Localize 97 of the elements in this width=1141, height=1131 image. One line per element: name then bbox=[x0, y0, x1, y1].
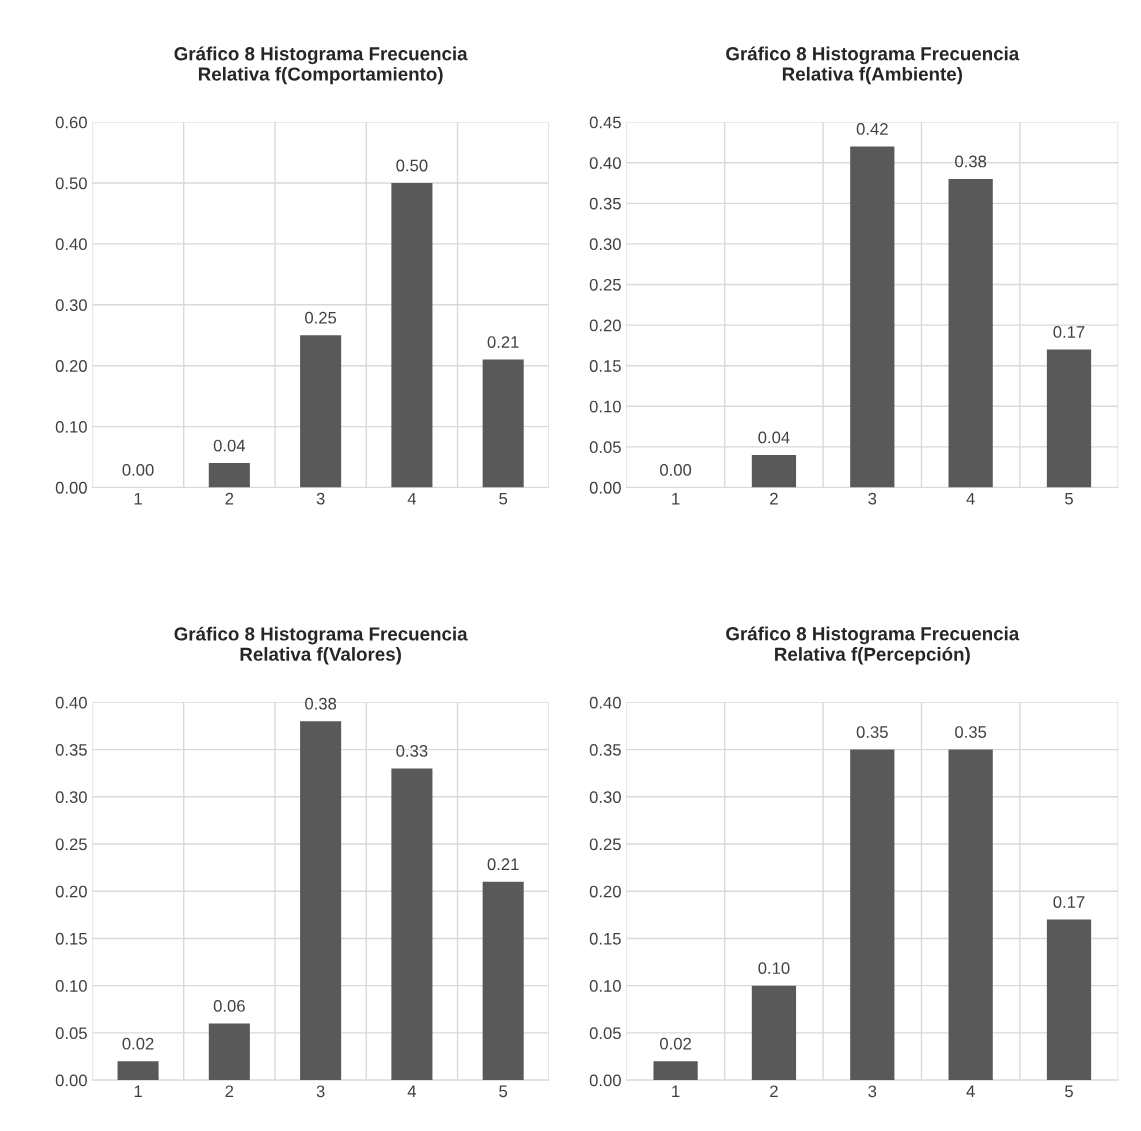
data-label: 0.35 bbox=[856, 726, 888, 738]
bar bbox=[850, 146, 895, 488]
x-tick-label: 4 bbox=[407, 1085, 417, 1098]
x-tick-label: 2 bbox=[225, 1085, 234, 1098]
x-tick-label: 3 bbox=[316, 492, 325, 505]
data-label: 0.00 bbox=[660, 464, 692, 476]
x-tick-label: 1 bbox=[134, 1085, 142, 1098]
x-tick-label: 2 bbox=[770, 1085, 778, 1098]
y-tick-label: 0.15 bbox=[55, 932, 87, 945]
data-label: 0.17 bbox=[1053, 896, 1085, 908]
data-label: 0.00 bbox=[122, 464, 154, 476]
y-tick-label: 0.00 bbox=[589, 1074, 621, 1087]
y-tick-label: 0.15 bbox=[589, 360, 621, 372]
y-tick-label: 0.50 bbox=[55, 177, 87, 190]
bar bbox=[850, 749, 895, 1081]
bar bbox=[751, 454, 797, 488]
data-label: 0.21 bbox=[487, 858, 519, 871]
y-tick-label: 0.30 bbox=[55, 299, 87, 312]
y-tick-label: 0.25 bbox=[55, 838, 87, 851]
data-label: 0.25 bbox=[305, 311, 337, 324]
bar bbox=[1046, 919, 1092, 1081]
bar bbox=[1046, 349, 1092, 488]
y-tick-label: 0.45 bbox=[589, 116, 621, 129]
bar bbox=[300, 335, 342, 488]
y-tick-label: 0.20 bbox=[589, 319, 621, 332]
data-label: 0.42 bbox=[856, 123, 888, 135]
y-tick-label: 0.30 bbox=[589, 238, 621, 251]
x-tick-label: 1 bbox=[672, 1085, 680, 1098]
x-tick-label: 3 bbox=[316, 1085, 325, 1098]
data-label: 0.17 bbox=[1053, 326, 1085, 338]
y-tick-label: 0.30 bbox=[589, 791, 621, 803]
y-tick-label: 0.15 bbox=[589, 932, 621, 945]
bar bbox=[948, 749, 993, 1081]
data-label: 0.02 bbox=[122, 1037, 154, 1050]
data-label: 0.50 bbox=[396, 159, 428, 172]
y-tick-label: 0.40 bbox=[55, 238, 87, 251]
data-label: 0.06 bbox=[213, 1000, 245, 1012]
y-tick-label: 0.35 bbox=[589, 197, 621, 210]
data-label: 0.04 bbox=[758, 431, 790, 444]
x-tick-label: 5 bbox=[1065, 1085, 1073, 1098]
y-tick-label: 0.30 bbox=[55, 791, 87, 803]
x-tick-label: 5 bbox=[499, 492, 508, 505]
bar bbox=[391, 768, 433, 1081]
y-tick-label: 0.00 bbox=[589, 481, 621, 494]
bar bbox=[391, 183, 433, 488]
x-tick-label: 4 bbox=[966, 492, 975, 505]
x-tick-label: 2 bbox=[225, 492, 234, 505]
y-tick-label: 0.05 bbox=[589, 441, 621, 454]
x-tick-label: 2 bbox=[770, 492, 778, 505]
y-tick-label: 0.40 bbox=[589, 157, 621, 169]
chart-title: Gráfico 8 Histograma Frecuencia Relativa f(Comportamiento) bbox=[174, 46, 468, 85]
y-tick-label: 0.05 bbox=[55, 1027, 87, 1040]
bar bbox=[948, 178, 993, 488]
data-label: 0.33 bbox=[396, 745, 428, 757]
bar bbox=[300, 721, 342, 1081]
x-tick-label: 5 bbox=[499, 1085, 508, 1098]
bar bbox=[751, 985, 797, 1081]
data-label: 0.10 bbox=[758, 962, 790, 975]
y-tick-label: 0.05 bbox=[589, 1027, 621, 1040]
x-tick-label: 1 bbox=[134, 492, 142, 505]
y-tick-label: 0.10 bbox=[55, 980, 87, 992]
bar bbox=[117, 1061, 159, 1081]
bar bbox=[653, 1061, 698, 1081]
data-label: 0.04 bbox=[213, 439, 246, 452]
y-tick-label: 0.20 bbox=[55, 885, 87, 898]
chart-title: Gráfico 8 Histograma Frecuencia Relativa f(Percepción) bbox=[726, 626, 1020, 665]
y-tick-label: 0.20 bbox=[589, 885, 621, 898]
y-tick-label: 0.35 bbox=[589, 743, 621, 756]
y-tick-label: 0.20 bbox=[55, 360, 87, 372]
data-label: 0.35 bbox=[955, 726, 987, 738]
y-tick-label: 0.60 bbox=[55, 116, 87, 129]
bar bbox=[482, 881, 524, 1081]
data-label: 0.21 bbox=[487, 336, 519, 348]
x-tick-label: 1 bbox=[672, 492, 680, 505]
y-tick-label: 0.25 bbox=[589, 278, 621, 291]
data-label: 0.38 bbox=[955, 155, 987, 168]
y-tick-label: 0.25 bbox=[589, 838, 621, 851]
x-tick-label: 3 bbox=[868, 1085, 877, 1098]
y-tick-label: 0.35 bbox=[55, 743, 87, 756]
x-tick-label: 4 bbox=[966, 1085, 975, 1098]
y-tick-label: 0.40 bbox=[55, 696, 87, 709]
y-tick-label: 0.10 bbox=[55, 420, 87, 433]
bar bbox=[482, 359, 524, 488]
y-tick-label: 0.00 bbox=[55, 481, 87, 494]
data-label: 0.38 bbox=[305, 697, 337, 710]
chart-title: Gráfico 8 Histograma Frecuencia Relativa f(Valores) bbox=[174, 626, 468, 665]
y-tick-label: 0.00 bbox=[55, 1074, 87, 1087]
x-tick-label: 5 bbox=[1065, 492, 1073, 505]
data-label: 0.02 bbox=[660, 1037, 691, 1050]
chart-title: Gráfico 8 Histograma Frecuencia Relativa f(Ambiente) bbox=[726, 46, 1020, 85]
y-tick-label: 0.10 bbox=[589, 400, 621, 413]
bar bbox=[208, 1023, 250, 1081]
y-tick-label: 0.10 bbox=[589, 980, 621, 992]
bar bbox=[208, 463, 250, 488]
x-tick-label: 4 bbox=[407, 492, 417, 505]
y-tick-label: 0.40 bbox=[589, 696, 621, 709]
x-tick-label: 3 bbox=[868, 492, 877, 505]
